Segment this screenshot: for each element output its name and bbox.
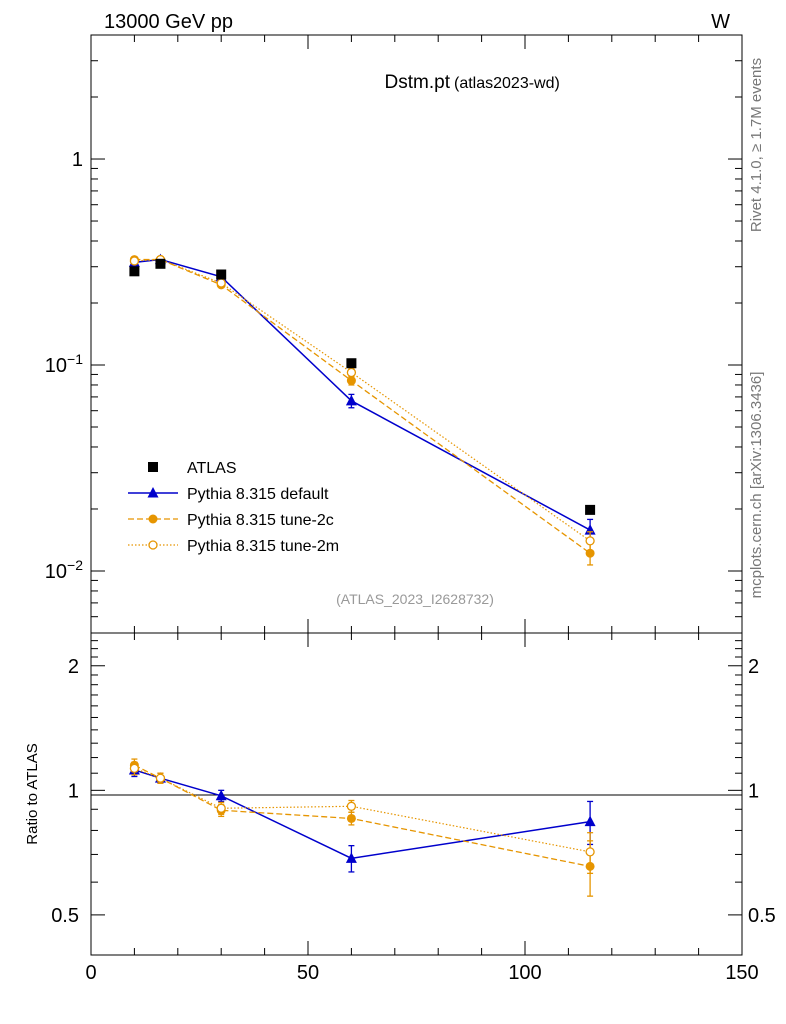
- ratio-ylabel: Ratio to ATLAS: [24, 743, 41, 844]
- ratio-point-tune2m: [585, 847, 595, 857]
- y-tick-label: 1: [72, 149, 83, 171]
- header-left-label: 13000 GeV pp: [104, 11, 233, 33]
- ratio-point-default: [345, 852, 357, 863]
- plot-subtitle: (atlas2023-wd): [454, 75, 560, 92]
- y-tick-label-right: 0.5: [748, 905, 776, 927]
- analysis-id-label: (ATLAS_2023_I2628732): [336, 591, 494, 607]
- main-point-tune2c: [346, 376, 356, 386]
- header-right-label: W: [711, 11, 730, 33]
- ratio-point-tune2m: [129, 763, 140, 774]
- legend-marker: [148, 514, 158, 524]
- main-point-tune2m: [585, 536, 595, 546]
- ratio-frame: [90, 632, 743, 956]
- main-series-tune2m: [129, 254, 595, 552]
- ratio-point-tune2c: [346, 813, 356, 823]
- main-marks: [128, 253, 596, 566]
- ratio-series-default: [128, 763, 596, 873]
- main-point-atlas: [216, 269, 227, 280]
- ratio-series-tune2c: [129, 758, 595, 897]
- main-point-default: [345, 394, 357, 406]
- ratio-point-default: [215, 789, 227, 801]
- y-tick-label: 10−1: [45, 351, 83, 377]
- x-tick-label: 50: [297, 962, 319, 984]
- legend-marker: [147, 487, 159, 498]
- plot-title: Dstm.pt: [385, 72, 451, 93]
- ratio-panel: 0 50 100 150 0.5 0.5 1 1 2 2: [51, 632, 776, 984]
- ratio-point-tune2m: [346, 801, 357, 811]
- legend-label: Pythia 8.315 tune-2c: [187, 512, 334, 529]
- legend-label: Pythia 8.315 tune-2m: [187, 538, 339, 555]
- x-tick-label: 100: [508, 962, 541, 984]
- y-tick-label: 0.5: [51, 905, 79, 927]
- main-point-atlas: [346, 358, 357, 369]
- ratio-point-tune2m: [216, 803, 226, 813]
- main-point-tune2m: [129, 256, 140, 266]
- legend-label: ATLAS: [187, 460, 237, 477]
- main-series-atlas: [129, 258, 596, 515]
- main-point-tune2m: [216, 278, 226, 288]
- ratio-series-tune2m: [129, 761, 595, 875]
- y-tick-label: 1: [68, 780, 79, 802]
- main-ticks: 1 10−1 10−2: [45, 34, 743, 634]
- main-point-atlas: [585, 504, 596, 515]
- ratio-point-default: [584, 815, 596, 827]
- ratio-line-tune2c: [134, 764, 591, 868]
- legend-label: Pythia 8.315 default: [187, 486, 329, 503]
- y-tick-label-right: 2: [748, 656, 759, 678]
- mcplots-label: mcplots.cern.ch [arXiv:1306.3436]: [748, 372, 765, 599]
- ratio-line-default: [134, 769, 591, 860]
- legend-entry-tune2m: Pythia 8.315 tune-2m: [128, 538, 339, 555]
- x-tick-label: 150: [725, 962, 758, 984]
- y-tick-label: 10−2: [45, 557, 83, 583]
- legend-entry-atlas: ATLAS: [148, 460, 237, 477]
- y-tick-label-right: 1: [748, 780, 759, 802]
- main-point-atlas: [155, 258, 166, 269]
- legend-marker: [148, 540, 158, 550]
- legend-marker: [148, 462, 158, 472]
- ratio-line-tune2m: [134, 767, 591, 853]
- rivet-label: Rivet 4.1.0, ≥ 1.7M events: [748, 58, 765, 232]
- ratio-point-tune2m: [155, 773, 166, 783]
- ratio-marks: [128, 758, 596, 897]
- legend-entry-default: Pythia 8.315 default: [128, 486, 329, 503]
- main-point-tune2m: [346, 367, 357, 378]
- main-point-atlas: [129, 266, 140, 277]
- y-tick-label: 2: [68, 656, 79, 678]
- ratio-ticks: 0 50 100 150 0.5 0.5 1 1 2 2: [51, 633, 776, 984]
- legend-entry-tune2c: Pythia 8.315 tune-2c: [128, 512, 334, 529]
- x-tick-label: 0: [85, 962, 96, 984]
- legend: ATLAS Pythia 8.315 default Pythia 8.315 tu…: [128, 460, 339, 555]
